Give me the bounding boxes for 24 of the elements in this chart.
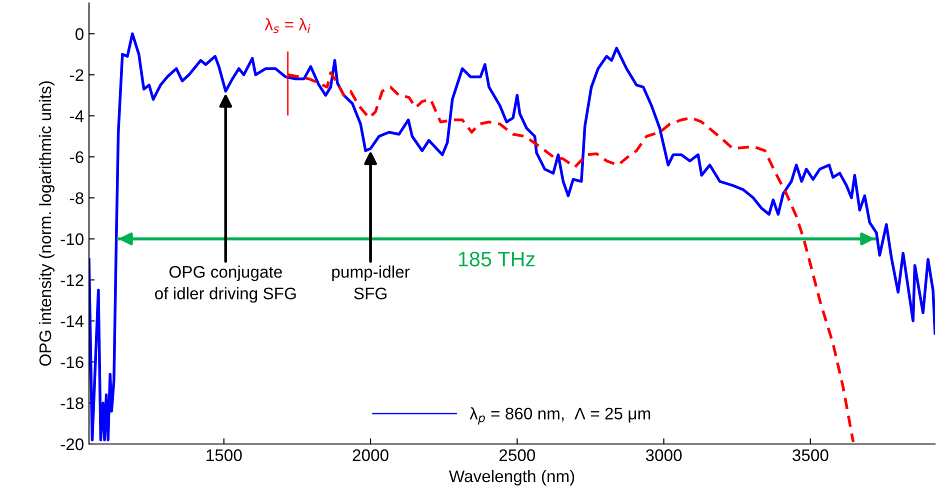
line-series (89, 32, 936, 442)
x-tick-label: 1500 (206, 449, 242, 462)
y-axis-title: OPG intensity (norm. logarithmic units) (38, 81, 54, 366)
annotation: OPG conjugate of idler driving SFG (155, 266, 296, 303)
x-axis-title: Wavelength (nm) (448, 470, 574, 486)
y-tick-label: -12 (60, 274, 84, 286)
x-tick-label: 2500 (499, 449, 536, 462)
y-tick-label: -20 (60, 438, 84, 450)
annotation: 185 THz (458, 252, 535, 266)
annotation: pump-idler SFG (332, 266, 410, 300)
y-tick-label: -2 (70, 69, 84, 81)
y-tick-label: -18 (60, 397, 84, 410)
y-tick-label: -8 (70, 192, 84, 204)
y-tick-label: -4 (70, 110, 84, 122)
text: λ$_{p}$ = 860 nm, Λ = 25 μm (470, 407, 650, 424)
y-tick-label: -14 (60, 316, 84, 327)
annotation: λ$_{s}$ = λ$_{i}$ (264, 18, 310, 34)
y-tick-label: -10 (60, 233, 84, 246)
y-tick-label: -6 (70, 151, 84, 164)
y-tick-label: -16 (60, 356, 84, 368)
x-tick-label: 3000 (646, 449, 682, 462)
x-tick-label: 3500 (792, 449, 828, 462)
y-tick-label: 0 (76, 28, 84, 40)
x-tick-label: 2000 (352, 449, 388, 462)
